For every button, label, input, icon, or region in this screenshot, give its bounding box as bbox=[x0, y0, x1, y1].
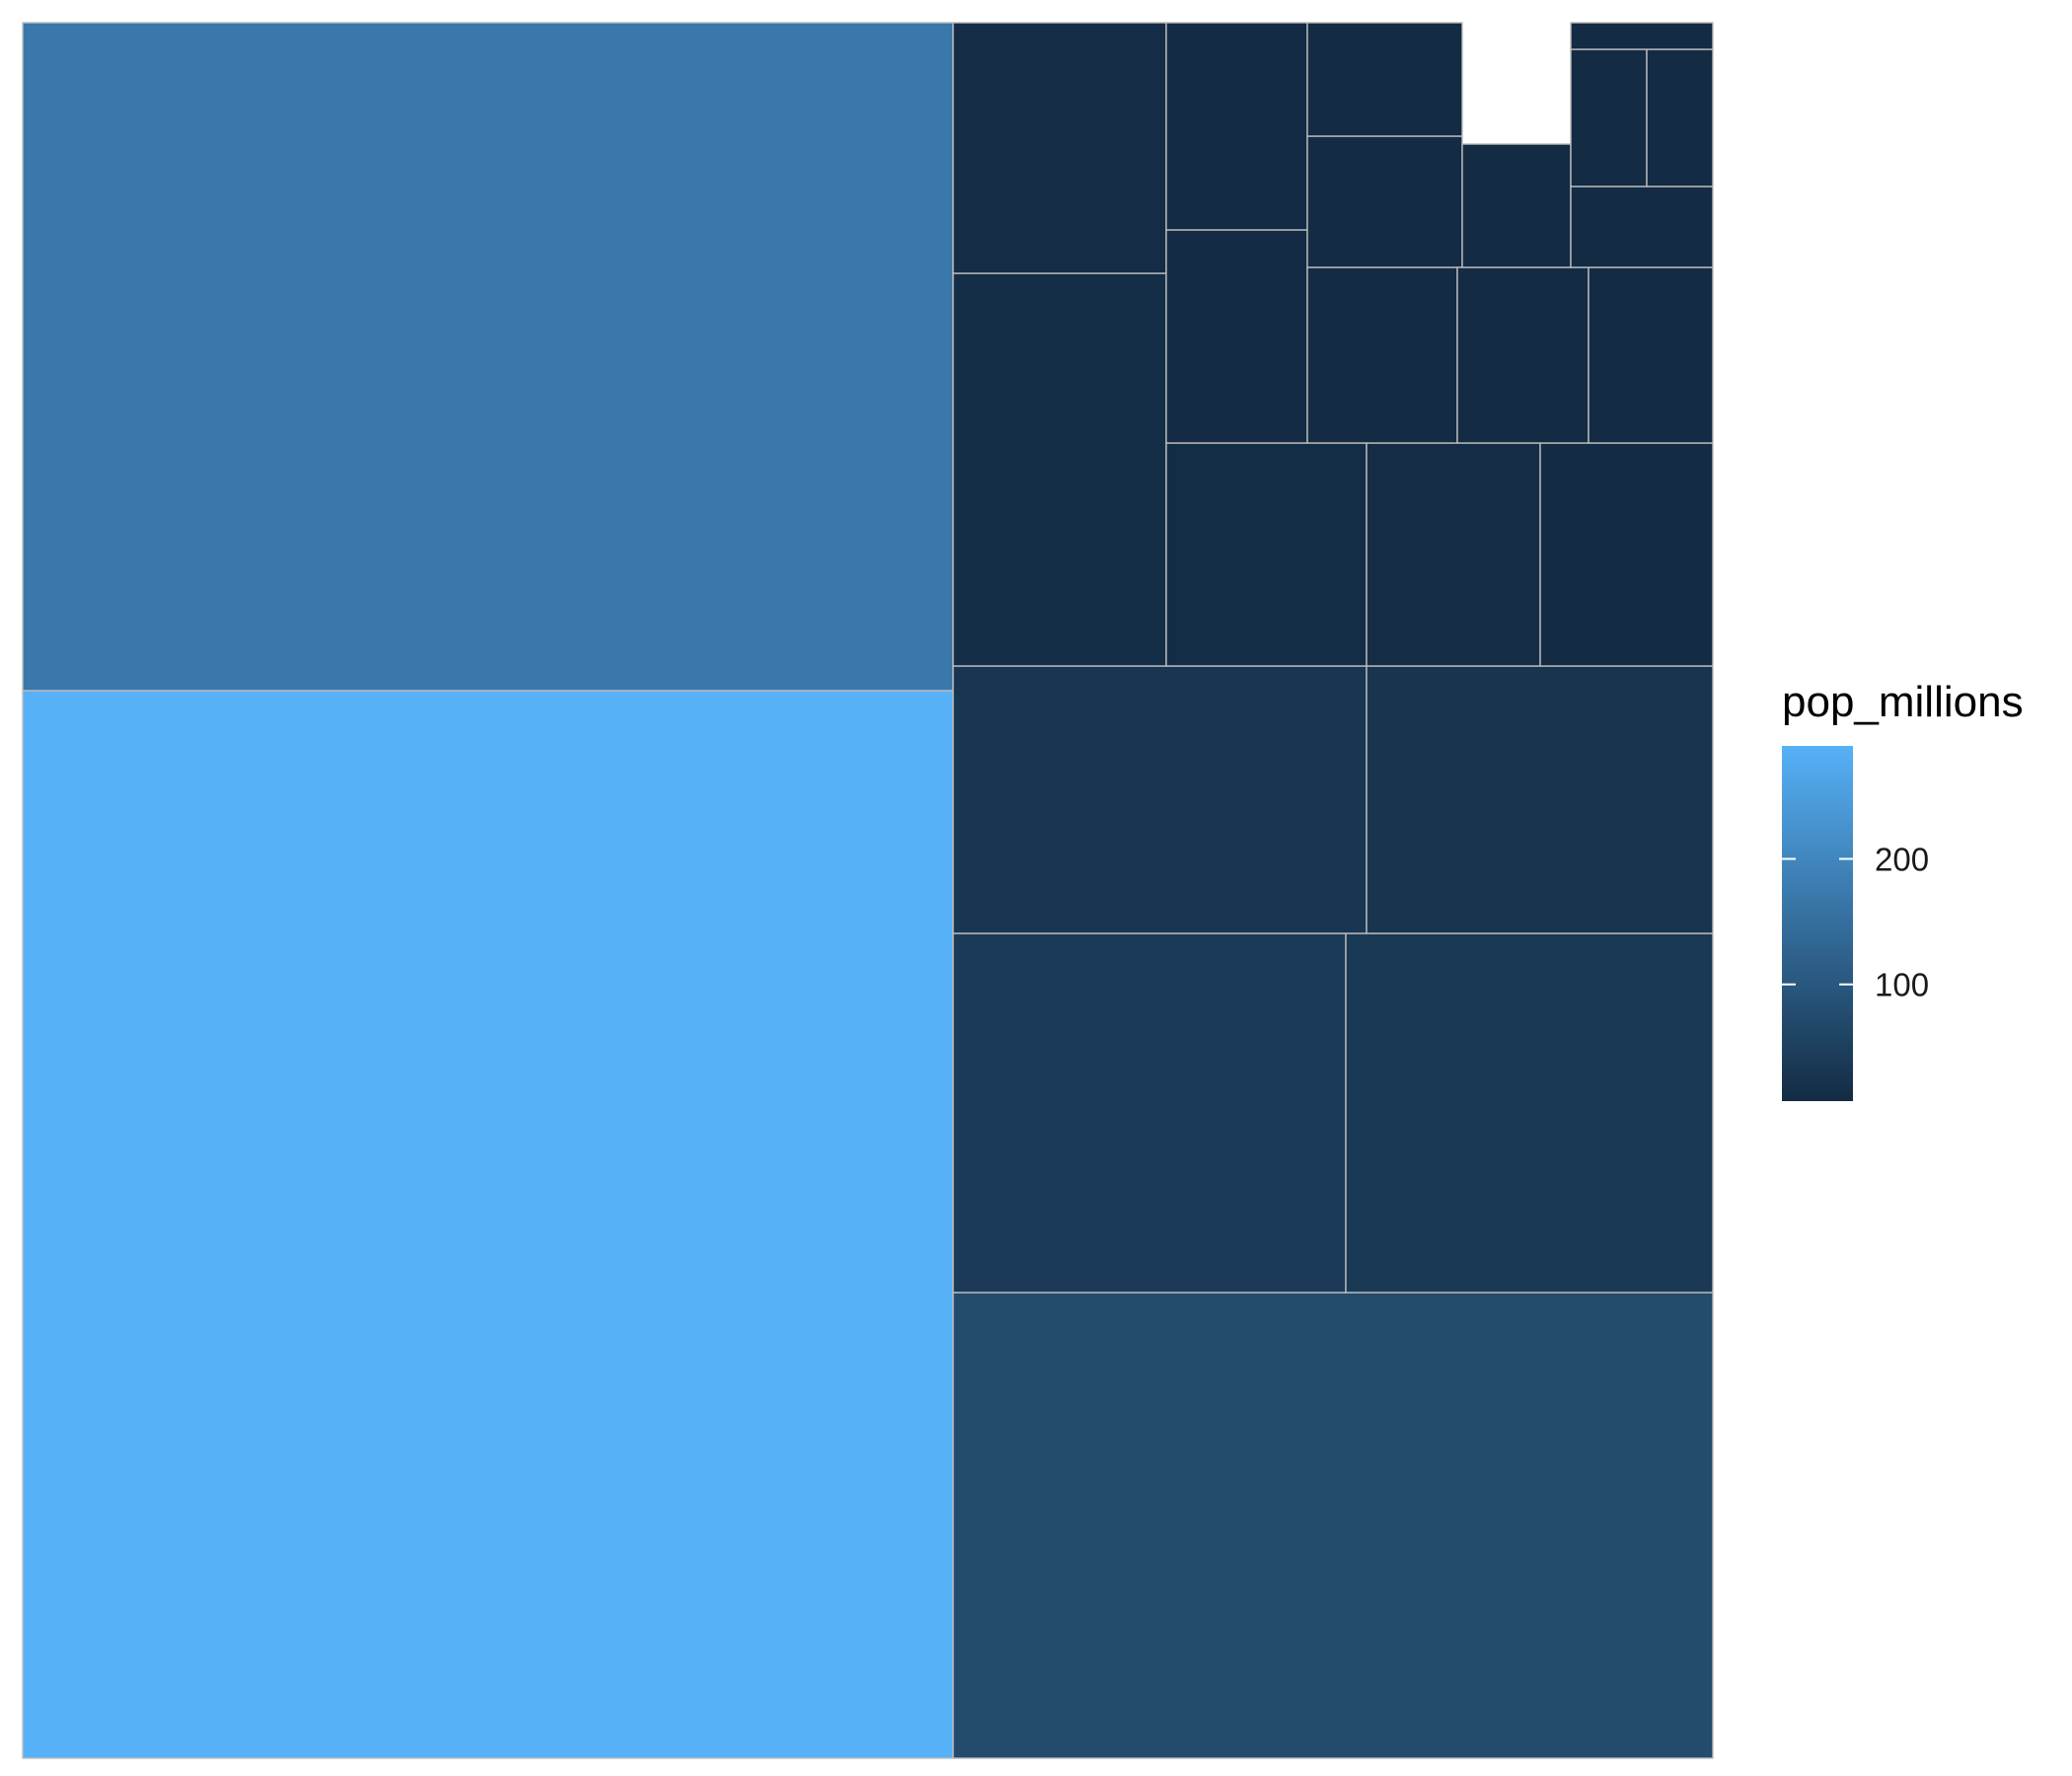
treemap-tile bbox=[1306, 135, 1463, 268]
treemap-tile bbox=[22, 22, 954, 692]
color-legend: pop_millions 100 200 bbox=[1782, 678, 2024, 1101]
treemap-tile bbox=[1366, 442, 1541, 667]
treemap-tiles bbox=[22, 22, 1714, 1759]
treemap-tile bbox=[22, 690, 954, 1759]
treemap-tile bbox=[952, 932, 1347, 1294]
treemap-tile bbox=[1570, 185, 1714, 268]
treemap-tile bbox=[1570, 22, 1714, 50]
legend-ticks: 100 200 bbox=[1782, 841, 1929, 1003]
treemap-tile bbox=[1588, 266, 1714, 444]
treemap-tile bbox=[1570, 48, 1648, 187]
treemap-tile bbox=[1461, 143, 1572, 268]
treemap-tile bbox=[1646, 48, 1714, 187]
treemap-tile bbox=[1366, 665, 1714, 934]
treemap-tile bbox=[1165, 229, 1308, 444]
treemap-tile bbox=[952, 22, 1167, 274]
legend-colorbar bbox=[1782, 746, 1853, 1101]
legend-label: 200 bbox=[1875, 841, 1929, 877]
treemap-tile bbox=[1165, 442, 1368, 667]
treemap-tile bbox=[1165, 22, 1308, 231]
treemap-tile bbox=[1539, 442, 1714, 667]
legend-label: 100 bbox=[1875, 967, 1929, 1003]
treemap-tile bbox=[952, 665, 1368, 934]
treemap-tile bbox=[952, 272, 1167, 667]
treemap-tile bbox=[1345, 932, 1714, 1294]
treemap-tile bbox=[1306, 266, 1458, 444]
treemap-tile bbox=[952, 1292, 1714, 1759]
legend-title: pop_millions bbox=[1782, 678, 2024, 726]
treemap-tile bbox=[1456, 266, 1590, 444]
treemap-tile bbox=[1306, 22, 1463, 137]
